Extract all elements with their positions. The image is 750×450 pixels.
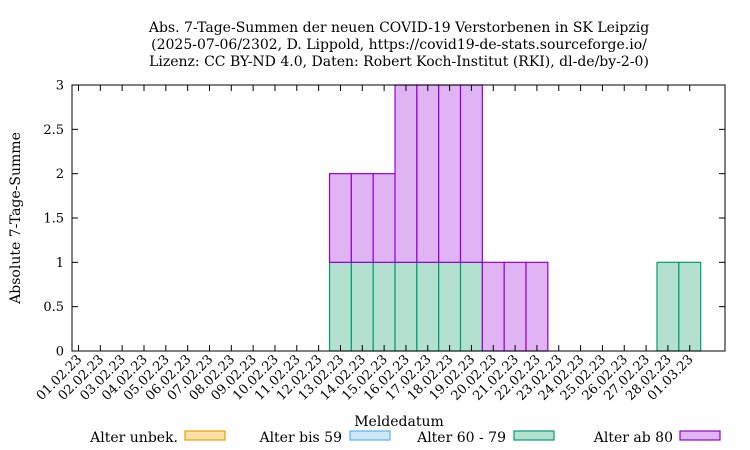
bar-3-20: [503, 261, 527, 352]
x-axis-label: Meldedatum: [354, 414, 444, 430]
y-tick-label-3: 1.5: [43, 212, 64, 227]
legend-label-2: Alter 60 - 79: [416, 430, 506, 446]
bar-3-18: [459, 84, 483, 263]
bar-3-19: [481, 261, 505, 352]
legend-swatch-1: [349, 430, 391, 441]
y-tick-label-5: 2.5: [43, 123, 64, 138]
title-line-1: Abs. 7-Tage-Summen der neuen COVID-19 Ve…: [148, 20, 649, 36]
bar-3-14: [372, 173, 396, 263]
legend-swatch-2: [513, 430, 555, 441]
y-tick-label-6: 3: [56, 79, 64, 94]
bar-3-13: [350, 173, 374, 263]
y-axis: 0 0.5 1 1.5 2 2.5 3: [43, 79, 725, 360]
legend-label-3: Alter ab 80: [593, 430, 673, 446]
legend-label-1: Alter bis 59: [258, 430, 342, 446]
legend-label-0: Alter unbek.: [89, 430, 178, 446]
bar-3-17: [438, 84, 462, 263]
bar-2-18: [459, 261, 483, 352]
chart-title: Abs. 7-Tage-Summen der neuen COVID-19 Ve…: [148, 20, 649, 70]
bars: [328, 84, 702, 352]
bar-2-14: [372, 261, 396, 352]
title-line-2: (2025-07-06/2302, D. Lippold, https://co…: [151, 37, 647, 53]
bar-3-15: [394, 84, 418, 263]
bar-2-12: [328, 261, 352, 352]
legend-swatch-0: [184, 430, 226, 441]
legend-swatch-3: [679, 430, 721, 441]
bar-2-17: [438, 261, 462, 352]
y-axis-label: Absolute 7-Tage-Summe: [8, 132, 24, 305]
y-tick-label-1: 0.5: [43, 300, 64, 315]
bar-2-16: [416, 261, 440, 352]
bar-2-27: [656, 261, 680, 352]
bar-3-12: [328, 173, 352, 263]
title-line-3: Lizenz: CC BY-ND 4.0, Daten: Robert Koch…: [149, 54, 649, 70]
bar-2-13: [350, 261, 374, 352]
y-tick-label-0: 0: [56, 345, 64, 360]
bar-3-21: [525, 261, 549, 352]
y-tick-label-4: 2: [56, 167, 64, 182]
y-tick-label-2: 1: [56, 256, 64, 271]
bar-2-28: [678, 261, 702, 352]
legend: Alter unbek. Alter bis 59 Alter 60 - 79 Alt…: [89, 430, 721, 446]
bar-3-16: [416, 84, 440, 263]
bar-2-15: [394, 261, 418, 352]
